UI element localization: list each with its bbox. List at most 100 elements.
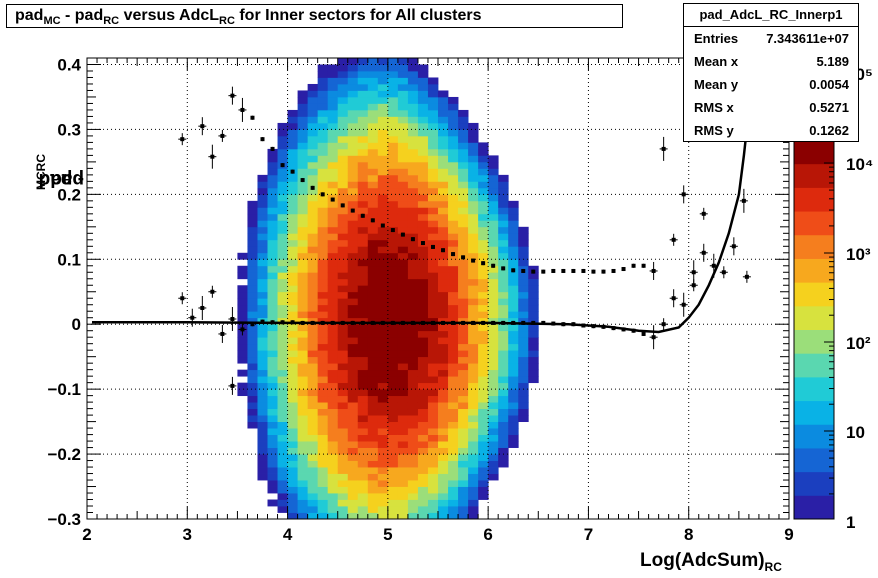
heatmap-cell xyxy=(458,116,469,124)
heatmap-cell xyxy=(287,220,298,228)
heatmap-cell xyxy=(518,337,529,345)
color-scale-swatch xyxy=(794,305,834,330)
heatmap-cell xyxy=(327,434,339,442)
heatmap-cell xyxy=(448,291,459,299)
heatmap-cell xyxy=(468,350,479,358)
heatmap-cell xyxy=(417,213,429,221)
heatmap-cell xyxy=(277,343,288,351)
heatmap-cell xyxy=(357,272,369,280)
heatmap-cell xyxy=(367,226,379,234)
heatmap-cell xyxy=(498,460,509,468)
heatmap-cell xyxy=(448,246,459,254)
heatmap-cell xyxy=(498,233,509,241)
heatmap-cell xyxy=(247,285,258,293)
heatmap-cell xyxy=(427,304,439,312)
heatmap-cell xyxy=(438,382,449,390)
heatmap-cell xyxy=(407,356,419,364)
heatmap-cell xyxy=(438,187,449,195)
heatmap-cell xyxy=(397,298,409,306)
heatmap-cell xyxy=(347,252,359,260)
heatmap-cell xyxy=(438,389,449,397)
profile-point xyxy=(350,208,355,213)
heatmap-cell xyxy=(317,226,329,234)
heatmap-cell xyxy=(488,389,499,397)
heatmap-cell xyxy=(488,207,499,215)
heatmap-cell xyxy=(347,350,359,358)
profile-point xyxy=(320,192,325,197)
heatmap-cell xyxy=(458,239,469,247)
heatmap-cell xyxy=(488,428,499,435)
heatmap-cell xyxy=(357,311,369,319)
heatmap-cell xyxy=(448,506,459,513)
heatmap-cell xyxy=(427,148,439,156)
heatmap-cell xyxy=(257,350,268,358)
profile-point xyxy=(270,146,275,151)
heatmap-cell xyxy=(417,493,429,500)
heatmap-cell xyxy=(307,83,319,91)
heatmap-cell xyxy=(387,389,399,397)
heatmap-cell xyxy=(277,272,288,280)
heatmap-cell xyxy=(277,428,288,435)
heatmap-cell xyxy=(518,382,529,390)
heatmap-cell xyxy=(468,363,479,371)
heatmap-cell xyxy=(337,168,349,176)
heatmap-cell xyxy=(277,454,288,461)
heatmap-cell xyxy=(448,389,459,397)
heatmap-cell xyxy=(468,337,479,345)
heatmap-cell xyxy=(307,408,319,416)
heatmap-cell xyxy=(407,246,419,254)
heatmap-cell xyxy=(287,454,298,461)
heatmap-cell xyxy=(337,64,349,72)
heatmap-cell xyxy=(337,363,349,371)
heatmap-cell xyxy=(448,272,459,280)
heatmap-cell xyxy=(407,148,419,156)
heatmap-cell xyxy=(427,278,439,286)
heatmap-cell xyxy=(508,441,519,448)
heatmap-cell xyxy=(397,194,409,202)
heatmap-cell xyxy=(257,200,268,208)
heatmap-cell xyxy=(317,441,329,448)
heatmap-cell xyxy=(357,402,369,410)
heatmap-cell xyxy=(468,421,479,429)
heatmap-cell xyxy=(287,233,298,241)
heatmap-cell xyxy=(317,174,329,182)
heatmap-cell xyxy=(287,129,298,137)
heatmap-cell xyxy=(307,434,319,442)
heatmap-cell xyxy=(407,207,419,215)
heatmap-cell xyxy=(407,109,419,117)
heatmap-cell xyxy=(377,304,389,312)
heatmap-cell xyxy=(427,337,439,345)
x-tick-label: 2 xyxy=(82,525,91,544)
heatmap-cell xyxy=(508,311,519,319)
heatmap-cell xyxy=(257,311,268,319)
heatmap-cell xyxy=(347,246,359,254)
heatmap-cell xyxy=(337,109,349,117)
heatmap-cell xyxy=(297,421,309,429)
heatmap-cell xyxy=(377,96,389,104)
profile-point xyxy=(501,266,506,271)
heatmap-cell xyxy=(357,369,369,377)
heatmap-cell xyxy=(478,200,489,208)
heatmap-cell xyxy=(488,304,499,312)
heatmap-cell xyxy=(448,220,459,228)
heatmap-cell xyxy=(277,187,288,195)
heatmap-cell xyxy=(347,512,359,520)
heatmap-cell xyxy=(247,265,258,273)
heatmap-cell xyxy=(367,83,379,91)
heatmap-cell xyxy=(237,317,248,325)
heatmap-cell xyxy=(518,363,529,371)
heatmap-cell xyxy=(458,512,469,520)
heatmap-cell xyxy=(327,148,339,156)
heatmap-cell xyxy=(357,168,369,176)
heatmap-cell xyxy=(387,122,399,130)
heatmap-cell xyxy=(307,428,319,435)
heatmap-cell xyxy=(438,493,449,500)
heatmap-cell xyxy=(277,499,288,507)
heatmap-cell xyxy=(367,200,379,208)
heatmap-cell xyxy=(327,402,339,410)
heatmap-cell xyxy=(458,382,469,390)
heatmap-cell xyxy=(267,473,278,481)
heatmap-cell xyxy=(287,415,298,423)
profile-point xyxy=(581,268,586,273)
color-scale-swatch xyxy=(794,163,834,188)
